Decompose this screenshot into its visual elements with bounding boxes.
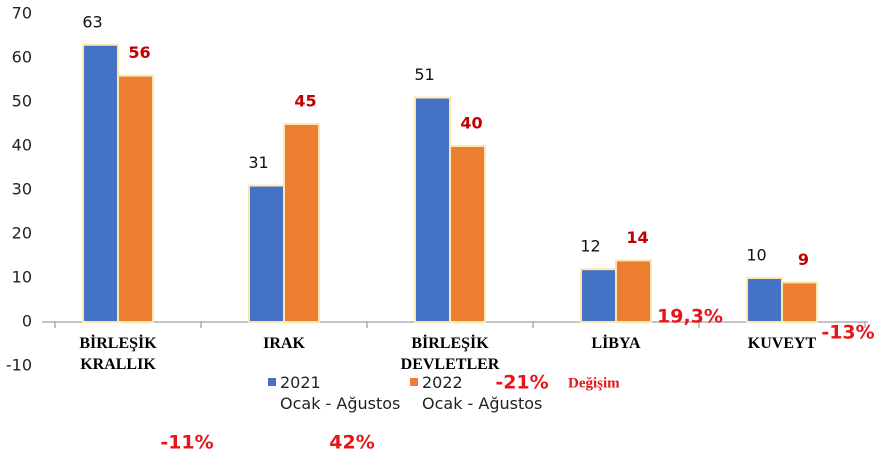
- x-tick-label: KUVEYT: [747, 335, 817, 352]
- y-tick-label: 20: [12, 224, 32, 243]
- data-label: 9: [798, 250, 809, 269]
- change-annotation: -11%: [160, 432, 213, 454]
- data-label: 14: [626, 228, 648, 247]
- y-tick-label: 10: [12, 268, 32, 287]
- x-tick-label: LİBYA: [591, 335, 641, 352]
- data-label: 51: [414, 65, 434, 84]
- y-tick-label: 30: [12, 180, 32, 199]
- bar: [117, 74, 154, 323]
- bar: [82, 43, 119, 324]
- x-tick-label: BİRLEŞİK DEVLETLER: [400, 335, 500, 373]
- y-tick-label: 0: [22, 312, 32, 331]
- legend-swatch: [410, 378, 418, 386]
- x-tick-label: BİRLEŞİK KRALLIK: [79, 335, 157, 373]
- y-tick-label: 60: [12, 48, 32, 67]
- change-annotation: -21%: [495, 372, 548, 394]
- bar: [283, 123, 320, 323]
- bar: [746, 277, 783, 323]
- bar: [781, 281, 818, 323]
- legend-label: 2021 Ocak - Ağustos: [280, 373, 401, 413]
- data-label: 63: [82, 12, 102, 31]
- data-label: 10: [746, 246, 766, 265]
- y-tick-label: 40: [12, 136, 32, 155]
- data-label: 45: [294, 92, 316, 111]
- legend-label: 2022 Ocak - Ağustos: [422, 373, 543, 413]
- data-label: 31: [248, 153, 268, 172]
- bar: [580, 268, 617, 324]
- bar: [248, 184, 285, 323]
- y-tick-label: 70: [12, 4, 32, 23]
- data-label: 12: [580, 237, 600, 256]
- change-annotation: -13%: [821, 322, 874, 344]
- x-tick-label: IRAK: [263, 335, 305, 352]
- data-label: 56: [128, 43, 150, 62]
- y-tick-label: -10: [6, 356, 32, 375]
- change-annotation: 42%: [329, 432, 374, 454]
- y-tick-label: 50: [12, 92, 32, 111]
- legend-swatch: [268, 378, 276, 386]
- change-annotation: 19,3%: [657, 306, 723, 328]
- bar: [449, 145, 486, 323]
- bar: [615, 259, 652, 323]
- bar: [414, 96, 451, 323]
- change-label: Değişim: [568, 375, 620, 391]
- data-label: 40: [460, 114, 482, 133]
